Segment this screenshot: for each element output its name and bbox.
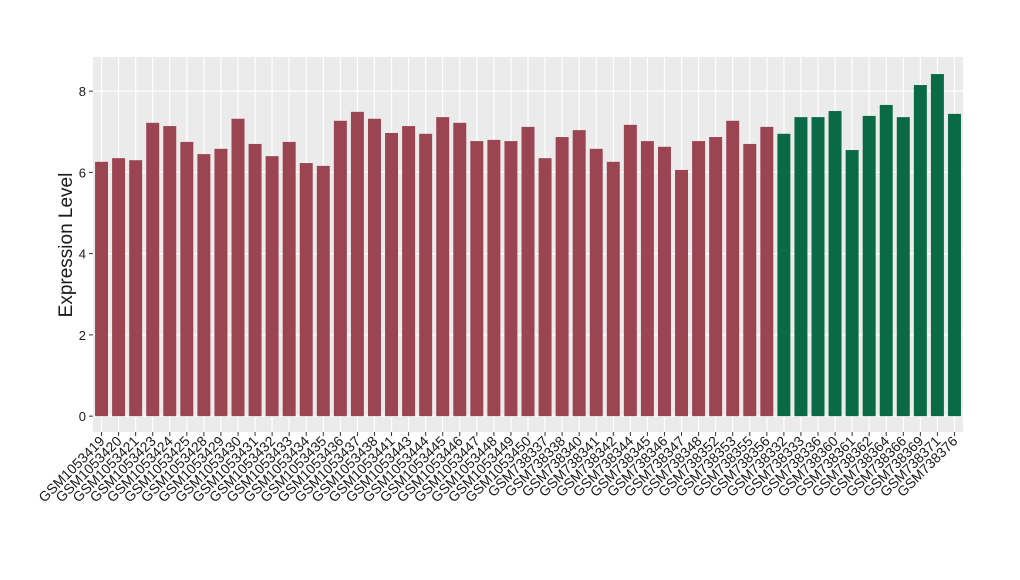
bar — [419, 133, 433, 417]
bar — [350, 111, 364, 417]
y-axis-label: Expression Level — [56, 173, 77, 318]
bar — [606, 161, 620, 417]
bar — [657, 146, 671, 417]
bar — [709, 137, 723, 417]
bar — [385, 132, 399, 417]
bar — [589, 148, 603, 417]
bar — [231, 118, 245, 417]
bar — [675, 169, 689, 417]
bar — [163, 126, 177, 417]
bar — [436, 117, 450, 417]
bar — [743, 143, 757, 417]
y-tick-label: 6 — [79, 165, 86, 180]
bar — [112, 158, 126, 417]
bar — [828, 111, 842, 417]
bar — [726, 120, 740, 417]
bar — [248, 143, 262, 417]
bar — [947, 113, 961, 417]
bar — [572, 130, 586, 417]
bar — [470, 141, 484, 417]
bar — [402, 126, 416, 417]
bar — [197, 154, 211, 417]
bar — [930, 74, 944, 417]
bar — [879, 104, 893, 417]
bar — [316, 165, 330, 417]
bar — [299, 163, 313, 417]
bar — [794, 117, 808, 417]
y-tick-label: 4 — [79, 247, 86, 262]
y-tick-label: 8 — [79, 84, 86, 99]
y-tick-label: 0 — [79, 409, 86, 424]
bar — [640, 141, 654, 417]
bar — [623, 124, 637, 417]
bar — [896, 117, 910, 417]
bar — [214, 148, 228, 417]
bar — [487, 139, 501, 417]
bar — [521, 126, 535, 417]
bar — [367, 118, 381, 417]
bar — [760, 126, 774, 417]
bar — [538, 158, 552, 417]
bar — [504, 141, 518, 417]
bar — [777, 133, 791, 417]
bar — [146, 122, 160, 417]
bar — [333, 120, 347, 417]
bar — [265, 156, 279, 417]
bar — [129, 160, 143, 417]
bar — [811, 117, 825, 417]
bar — [913, 85, 927, 417]
bar — [555, 137, 569, 417]
y-tick-label: 2 — [79, 328, 86, 343]
bar — [180, 141, 194, 417]
bar — [845, 150, 859, 417]
bar — [282, 141, 296, 417]
bar — [862, 115, 876, 417]
bar — [95, 161, 109, 417]
bar — [692, 141, 706, 417]
bar — [453, 122, 467, 417]
